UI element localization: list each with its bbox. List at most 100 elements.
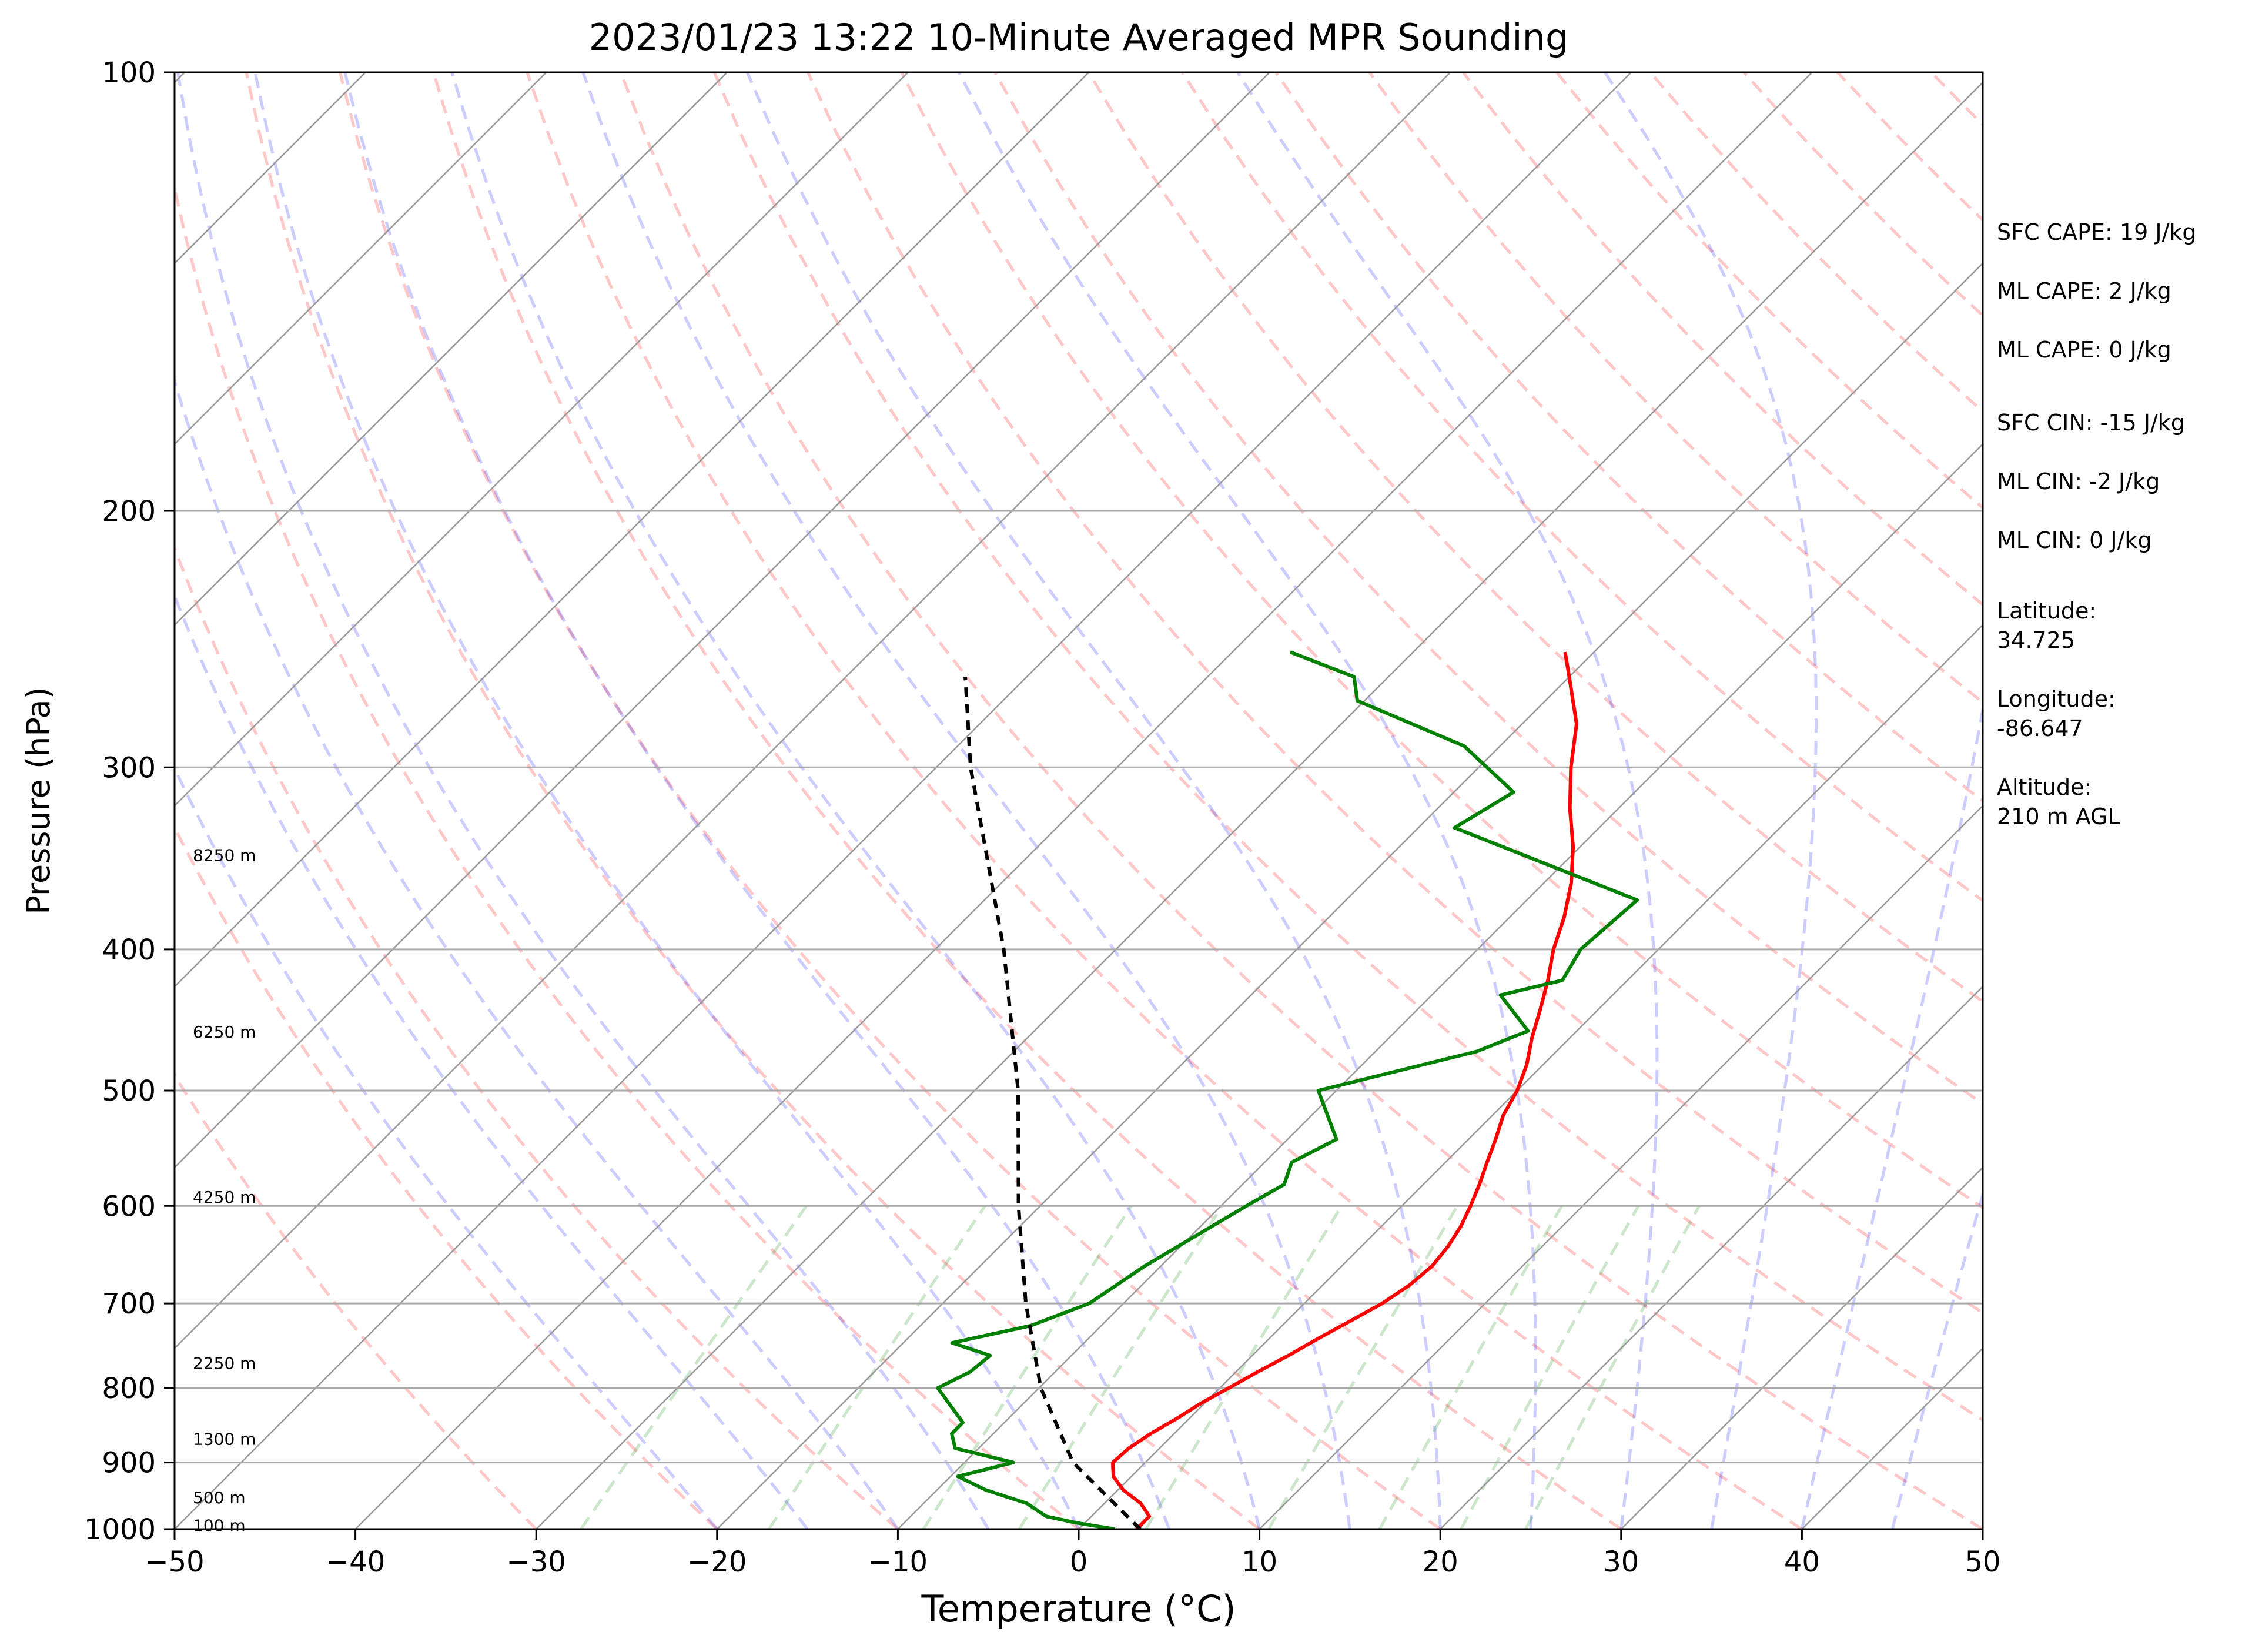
reference-lines bbox=[0, 72, 1983, 1529]
isotherm-line bbox=[1259, 804, 1983, 1529]
annotation-text: 210 m AGL bbox=[1997, 804, 2120, 830]
y-axis-label: Pressure (hPa) bbox=[20, 687, 57, 914]
mixing-ratio-line bbox=[1145, 1205, 1343, 1529]
height-label: 2250 m bbox=[193, 1354, 256, 1373]
x-tick-label: −50 bbox=[145, 1546, 204, 1579]
moist-adiabat bbox=[175, 765, 718, 1529]
annotation-text: Latitude: bbox=[1997, 598, 2096, 624]
isotherm-line bbox=[175, 72, 1632, 1529]
moist-adiabat bbox=[1236, 72, 1659, 1529]
x-tick-label: −30 bbox=[507, 1546, 566, 1579]
isotherm-line bbox=[175, 72, 1090, 988]
dry-adiabat bbox=[900, 72, 1983, 1209]
annotation-text: -86.647 bbox=[1997, 715, 2083, 741]
moist-adiabat bbox=[253, 72, 1080, 1529]
height-label: 500 m bbox=[193, 1488, 246, 1507]
isotherm-line bbox=[716, 262, 1983, 1529]
isotherm-line bbox=[1440, 985, 1983, 1529]
annotation-text: ML CAPE: 0 J/kg bbox=[1997, 337, 2171, 363]
y-tick-label: 1000 bbox=[84, 1513, 156, 1546]
isotherm-line bbox=[175, 72, 728, 626]
x-tick-label: 50 bbox=[1965, 1546, 2000, 1579]
parcel-path bbox=[963, 677, 1142, 1529]
isotherm-line bbox=[897, 443, 1983, 1529]
annotation-text: SFC CAPE: 19 J/kg bbox=[1997, 219, 2197, 245]
annotation-text: ML CIN: -2 J/kg bbox=[1997, 469, 2160, 494]
annotation-text: Longitude: bbox=[1997, 686, 2116, 712]
mixing-ratio-line bbox=[922, 1205, 1133, 1529]
mixing-ratio-line bbox=[1018, 1205, 1223, 1529]
height-label: 6250 m bbox=[193, 1022, 256, 1042]
dry-adiabat bbox=[619, 72, 1983, 1529]
dry-adiabat bbox=[175, 182, 1080, 1529]
moist-adiabat bbox=[1800, 701, 1983, 1529]
isotherm-line bbox=[175, 72, 547, 446]
height-label: 8250 m bbox=[193, 846, 256, 865]
y-tick-label: 800 bbox=[102, 1372, 156, 1405]
x-tick-label: −40 bbox=[326, 1546, 385, 1579]
series-lines bbox=[936, 650, 1639, 1529]
annotation-text: 34.725 bbox=[1997, 627, 2075, 653]
moist-adiabat bbox=[343, 72, 1171, 1529]
x-tick-label: 0 bbox=[1070, 1546, 1088, 1579]
y-tick-label: 200 bbox=[102, 495, 156, 528]
plot-frame bbox=[173, 71, 1984, 1530]
y-tick-label: 300 bbox=[102, 751, 156, 784]
y-tick-label: 400 bbox=[102, 934, 156, 967]
moist-adiabat bbox=[957, 72, 1537, 1529]
moist-adiabat bbox=[450, 72, 1261, 1529]
moist-adiabat bbox=[746, 72, 1442, 1529]
isotherm-line bbox=[1620, 1166, 1983, 1529]
dewpoint-profile bbox=[936, 650, 1639, 1529]
height-label: 4250 m bbox=[193, 1188, 256, 1207]
isotherm-line bbox=[1078, 624, 1983, 1529]
y-axis-ticks: 100 200 300 400 500 600 700 800 900 1000 bbox=[84, 56, 175, 1546]
annotation-text: ML CIN: 0 J/kg bbox=[1997, 527, 2151, 553]
dry-adiabat bbox=[526, 72, 1803, 1529]
x-tick-label: 40 bbox=[1784, 1546, 1820, 1579]
moist-adiabat bbox=[176, 72, 990, 1529]
dry-adiabat bbox=[245, 72, 1261, 1529]
dry-adiabat bbox=[338, 72, 1441, 1529]
y-tick-label: 600 bbox=[102, 1190, 156, 1223]
dry-adiabat bbox=[993, 72, 1983, 1106]
moist-adiabat bbox=[175, 592, 809, 1529]
y-tick-label: 100 bbox=[102, 56, 156, 89]
moist-adiabat bbox=[175, 376, 899, 1529]
dry-adiabat bbox=[1368, 72, 1983, 704]
y-tick-label: 900 bbox=[102, 1447, 156, 1480]
height-labels: 100 m 500 m 1300 m 2250 m 4250 m 6250 m 8250 m bbox=[193, 846, 256, 1536]
isotherm-line bbox=[536, 81, 1983, 1529]
x-tick-label: −20 bbox=[687, 1546, 747, 1579]
height-label: 1300 m bbox=[193, 1430, 256, 1449]
annotation-text: Altitude: bbox=[1997, 774, 2092, 800]
mixing-ratio-line bbox=[580, 1205, 808, 1529]
dry-adiabat bbox=[712, 72, 1983, 1422]
moist-adiabat bbox=[581, 72, 1351, 1529]
x-tick-label: 10 bbox=[1242, 1546, 1277, 1579]
moist-adiabat bbox=[1604, 72, 1818, 1529]
dry-adiabat bbox=[1274, 72, 1983, 803]
x-axis-label: Temperature (°C) bbox=[921, 1587, 1236, 1630]
isotherm-line bbox=[354, 72, 1813, 1529]
sounding-annotations: SFC CAPE: 19 J/kg ML CAPE: 2 J/kg ML CAPE:… bbox=[1997, 219, 2197, 830]
dry-adiabat bbox=[175, 824, 718, 1529]
dry-adiabat bbox=[432, 72, 1622, 1529]
dry-adiabat bbox=[175, 544, 899, 1529]
chart-title: 2023/01/23 13:22 10-Minute Averaged MPR … bbox=[589, 16, 1569, 59]
isotherm-line bbox=[175, 72, 909, 807]
x-tick-label: −10 bbox=[868, 1546, 928, 1579]
isotherm-line bbox=[175, 72, 1270, 1169]
x-tick-label: 20 bbox=[1423, 1546, 1458, 1579]
annotation-text: ML CAPE: 2 J/kg bbox=[1997, 278, 2171, 304]
temperature-profile bbox=[1111, 651, 1578, 1529]
dry-adiabat bbox=[175, 1072, 537, 1529]
y-tick-label: 700 bbox=[102, 1288, 156, 1320]
dry-adiabat bbox=[807, 72, 1983, 1315]
x-axis-ticks: −50 −40 −30 −20 −10 0 10 20 30 40 50 bbox=[145, 1529, 2001, 1579]
isotherm-line bbox=[0, 72, 4, 1529]
annotation-text: SFC CIN: -15 J/kg bbox=[1997, 410, 2185, 436]
isotherm-line bbox=[175, 72, 1451, 1350]
height-label: 100 m bbox=[193, 1516, 246, 1536]
